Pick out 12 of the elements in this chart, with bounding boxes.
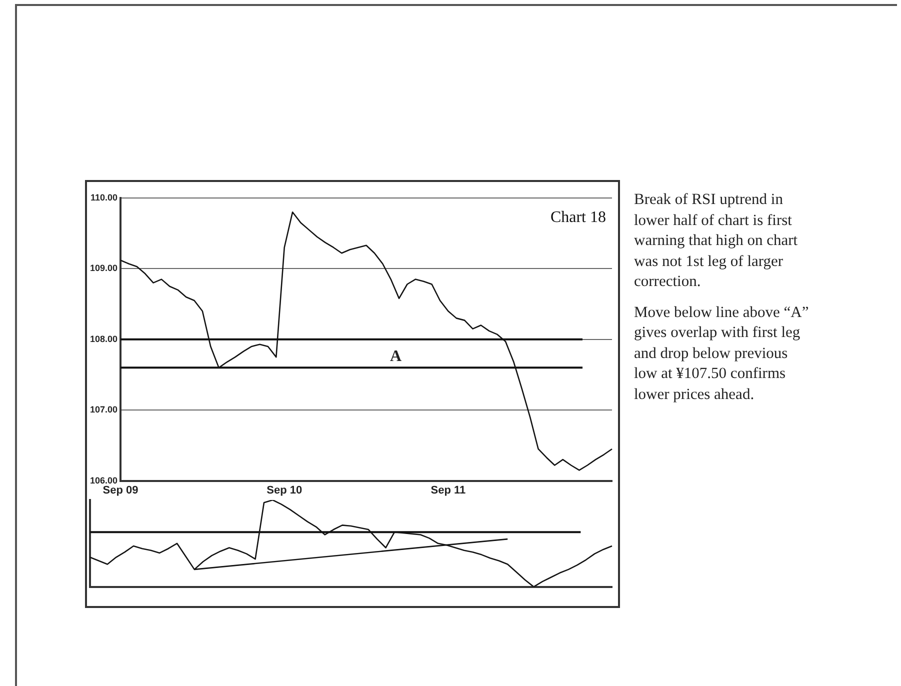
x-tick-label: Sep 09 (102, 484, 138, 496)
text: Break of RSI uptrend in lower half of chart is first warning that high on chart was not 1st leg of larger correction. (634, 190, 799, 292)
y-tick-label: 107.00 (90, 404, 118, 415)
y-tick-label: 109.00 (90, 263, 118, 274)
y-tick-label: 106.00 (90, 475, 118, 486)
text: Chart 18 (550, 209, 606, 226)
ref-line-label: A (390, 348, 402, 365)
y-tick-label: 110.00 (90, 192, 118, 202)
x-tick-label: Sep 11 (430, 484, 466, 496)
x-tick-label: Sep 10 (266, 484, 302, 496)
y-tick-label: 108.00 (90, 334, 118, 344)
text: Move below line above “A” gives overlap with first leg and drop below previous low at ¥107.50 confirms lower prices ahead. (634, 302, 810, 404)
